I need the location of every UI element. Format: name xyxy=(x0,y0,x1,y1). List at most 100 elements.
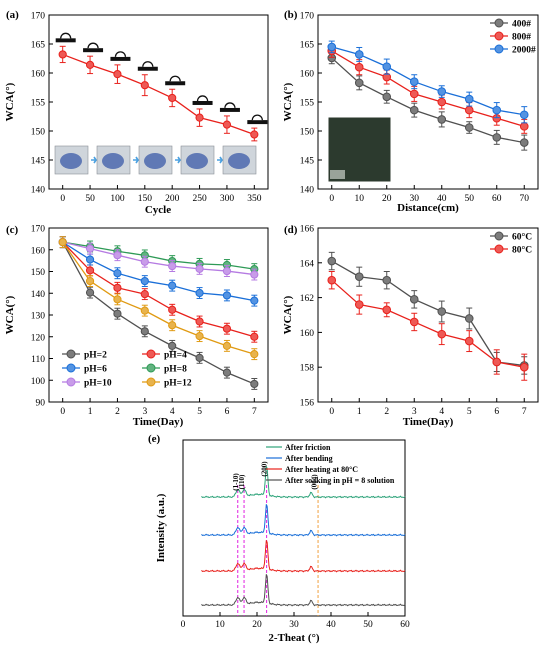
y-tick-label: 170 xyxy=(300,12,315,22)
panel-b-data xyxy=(327,40,529,151)
data-point xyxy=(250,296,259,305)
y-tick-label: 160 xyxy=(300,329,315,339)
data-point xyxy=(437,307,447,316)
data-point xyxy=(168,341,177,350)
data-point xyxy=(168,321,177,330)
substrate-bar xyxy=(137,66,158,71)
data-point xyxy=(464,94,474,104)
x-tick-label: 50 xyxy=(465,194,475,204)
x-tick-label: 300 xyxy=(220,194,235,204)
data-point xyxy=(327,256,337,266)
substrate-bar xyxy=(247,120,268,125)
glove-shape xyxy=(60,153,82,169)
peak-label: (200) xyxy=(261,461,269,477)
x-tick-label: 60 xyxy=(492,194,502,204)
water-droplet-icon xyxy=(196,95,209,102)
data-point xyxy=(519,110,529,120)
data-point xyxy=(437,329,447,339)
legend-label: 60°C xyxy=(512,232,532,243)
series-line xyxy=(62,241,255,270)
legend-label: pH=12 xyxy=(164,379,192,389)
xrd-pattern xyxy=(201,540,406,573)
panel-a-axes: 0 50 100 150 200 250 300 350 140 145 150 155 160 165 1… xyxy=(31,12,262,205)
substrate-bar xyxy=(110,56,131,61)
y-tick-label: 90 xyxy=(36,399,46,409)
data-point xyxy=(195,113,204,122)
water-droplet-icon xyxy=(60,32,72,39)
panel-d-xlabel: Time(Day) xyxy=(403,416,454,428)
legend-label: 400# xyxy=(512,20,531,30)
x-tick-label: 5 xyxy=(197,407,202,417)
data-point xyxy=(437,87,447,96)
data-point xyxy=(222,341,232,350)
substrate-bar xyxy=(192,100,213,105)
substrate-bar xyxy=(83,48,104,53)
series-line xyxy=(331,279,525,368)
data-point xyxy=(85,266,95,275)
y-tick-label: 150 xyxy=(300,128,315,138)
legend-swatch-marker xyxy=(494,231,504,241)
data-point xyxy=(382,275,392,285)
series-line xyxy=(62,241,255,302)
panel-b-inset-photo-sample xyxy=(330,170,345,179)
panel-e-axes: 0 10 20 30 40 50 60 xyxy=(181,612,410,630)
y-tick-label: 150 xyxy=(31,268,46,278)
data-point xyxy=(382,92,392,102)
panel-e-ylabel: Intensity (a.u.) xyxy=(155,493,167,562)
peak-label: (1-10) xyxy=(232,473,240,491)
data-point xyxy=(492,133,502,142)
water-droplet-icon xyxy=(169,75,181,82)
legend-label: 80°C xyxy=(512,245,532,256)
panel-c-axes: 0 1 2 3 4 5 6 7 90 100 110 120 130 140 150 160 170 xyxy=(31,225,257,418)
legend-swatch-marker xyxy=(494,31,504,41)
water-droplet-icon xyxy=(142,61,154,67)
data-point xyxy=(195,331,204,341)
panel-c-xlabel: Time(Day) xyxy=(133,416,184,428)
x-tick-label: 2 xyxy=(115,407,120,417)
water-droplet-icon xyxy=(251,114,263,121)
panel-d-axes: 0 1 2 3 4 5 6 7 156 158 160 162 164 166 xyxy=(300,225,527,418)
y-tick-label: 130 xyxy=(31,312,46,322)
data-point xyxy=(409,77,419,86)
data-point xyxy=(382,62,392,71)
panel-c-ylabel: WCA(°) xyxy=(4,295,16,334)
x-tick-label: 10 xyxy=(215,620,225,630)
y-tick-label: 150 xyxy=(31,128,46,138)
panel-c-legend: pH=2 pH=4 pH=6 pH=8 pH=10 pH=12 xyxy=(62,349,192,389)
x-tick-label: 20 xyxy=(382,194,392,204)
data-point xyxy=(250,270,259,279)
water-droplet-icon xyxy=(87,42,99,49)
xrd-pattern xyxy=(201,574,406,607)
peak-label: (004) xyxy=(311,474,319,490)
panel-a: (a) 0 50 100 150 200 250 300 350 140 145 150 155 160… xyxy=(4,9,269,216)
panel-a-photo-strip xyxy=(54,145,257,175)
data-point xyxy=(250,332,259,341)
y-tick-label: 145 xyxy=(31,157,46,167)
data-point xyxy=(250,130,259,139)
legend-swatch-marker xyxy=(66,377,76,387)
legend-label: pH=10 xyxy=(84,379,112,389)
data-point xyxy=(140,276,149,286)
data-point xyxy=(464,123,474,132)
arrow-icon xyxy=(217,156,224,164)
y-tick-label: 140 xyxy=(31,186,46,196)
x-tick-label: 40 xyxy=(326,620,336,630)
x-tick-label: 60 xyxy=(400,620,410,630)
y-tick-label: 110 xyxy=(31,355,45,365)
x-tick-label: 1 xyxy=(88,407,93,417)
data-point xyxy=(492,357,502,367)
data-point xyxy=(140,257,149,266)
series-line xyxy=(331,260,525,367)
data-point xyxy=(195,353,204,362)
data-point xyxy=(409,317,419,327)
data-point xyxy=(140,81,149,90)
panel-a-droplet-icons xyxy=(55,32,268,125)
substrate-bar xyxy=(55,38,76,43)
y-tick-label: 164 xyxy=(300,259,315,269)
y-tick-label: 166 xyxy=(300,225,315,235)
data-point xyxy=(437,97,447,107)
y-tick-label: 140 xyxy=(31,290,46,300)
x-tick-label: 5 xyxy=(467,407,472,417)
series-line xyxy=(62,241,255,276)
data-point xyxy=(354,50,364,59)
